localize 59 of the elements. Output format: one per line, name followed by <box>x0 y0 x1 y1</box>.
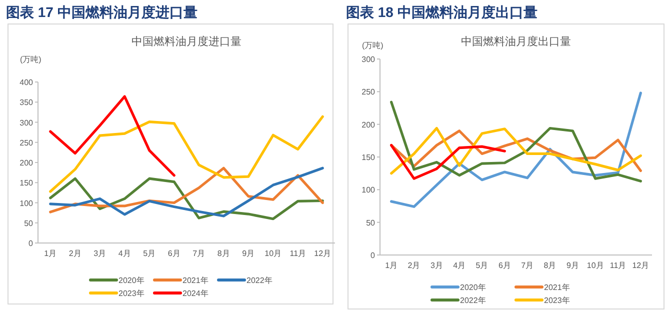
y-tick-label: 250 <box>20 138 34 148</box>
chart-subtitle: 中国燃料油月度出口量 <box>461 35 571 48</box>
x-tick-label: 6月 <box>168 249 180 258</box>
y-axis-title: (万吨) <box>362 41 384 50</box>
x-tick-label: 7月 <box>192 249 206 258</box>
line-series <box>49 95 176 177</box>
x-tick-label: 11月 <box>290 249 306 258</box>
chart-subtitle: 中国燃料油月度进口量 <box>132 35 242 48</box>
line-series <box>49 115 324 193</box>
y-tick-label: 100 <box>20 198 34 208</box>
x-tick-label: 6月 <box>498 261 511 270</box>
legend-label: 2020年 <box>460 283 486 292</box>
x-tick-label: 12月 <box>632 261 650 270</box>
y-tick-label: 150 <box>362 153 376 162</box>
x-tick-label: 2月 <box>408 261 420 270</box>
legend-label: 2022年 <box>460 296 486 305</box>
x-tick-label: 1月 <box>44 249 57 258</box>
y-tick-label: 50 <box>24 218 34 228</box>
y-tick-label: 0 <box>28 239 34 248</box>
x-tick-label: 11月 <box>610 261 626 270</box>
chart-title: 图表 17 中国燃料油月度进口量 <box>6 4 198 20</box>
y-tick-label: 400 <box>20 78 34 87</box>
legend-label: 2023年 <box>118 289 144 298</box>
line-series <box>390 100 642 182</box>
x-tick-label: 12月 <box>314 249 332 258</box>
legend-label: 2021年 <box>544 283 570 292</box>
x-tick-label: 10月 <box>264 249 282 258</box>
x-tick-label: 5月 <box>143 249 156 258</box>
y-tick-label: 300 <box>20 118 34 128</box>
legend-label: 2022年 <box>246 276 272 285</box>
x-tick-label: 9月 <box>566 261 579 270</box>
y-tick-label: 300 <box>362 55 376 64</box>
x-tick-label: 1月 <box>385 261 398 270</box>
y-tick-label: 50 <box>366 218 376 228</box>
x-tick-label: 3月 <box>94 249 106 258</box>
x-tick-label: 4月 <box>118 249 131 258</box>
legend-label: 2021年 <box>182 276 208 285</box>
x-tick-label: 8月 <box>217 249 230 258</box>
y-tick-label: 350 <box>20 98 34 108</box>
y-tick-label: 100 <box>362 186 376 195</box>
y-tick-label: 200 <box>362 120 376 130</box>
y-axis-title: (万吨) <box>20 55 42 64</box>
y-tick-label: 250 <box>362 88 376 97</box>
x-tick-label: 2月 <box>68 249 82 258</box>
legend-label: 2020年 <box>118 276 144 285</box>
x-tick-label: 5月 <box>476 261 488 270</box>
x-tick-label: 9月 <box>242 249 255 258</box>
legend-label: 2024年 <box>182 289 208 298</box>
legend-label: 2023年 <box>544 296 570 305</box>
y-tick-label: 200 <box>20 158 34 168</box>
chart-title: 图表 18 中国燃料油月度出口量 <box>346 4 538 20</box>
x-tick-label: 8月 <box>544 261 556 270</box>
x-tick-label: 7月 <box>521 261 534 270</box>
y-tick-label: 0 <box>370 251 376 260</box>
x-tick-label: 10月 <box>586 261 604 270</box>
x-tick-label: 4月 <box>453 261 466 270</box>
x-tick-label: 3月 <box>430 261 443 270</box>
line-series <box>390 144 506 180</box>
y-tick-label: 150 <box>20 178 34 188</box>
